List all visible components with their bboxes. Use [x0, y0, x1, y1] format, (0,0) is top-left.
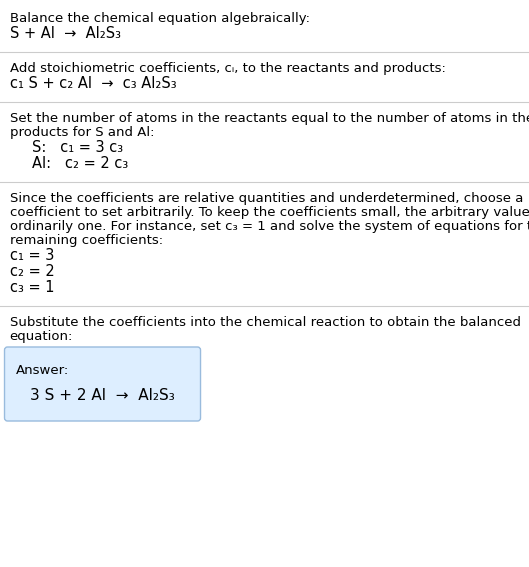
Text: S:   c₁ = 3 c₃: S: c₁ = 3 c₃ — [32, 140, 123, 155]
Text: c₁ S + c₂ Al  →  c₃ Al₂S₃: c₁ S + c₂ Al → c₃ Al₂S₃ — [10, 76, 176, 91]
Text: c₂ = 2: c₂ = 2 — [10, 264, 54, 279]
FancyBboxPatch shape — [5, 347, 200, 421]
Text: c₃ = 1: c₃ = 1 — [10, 280, 54, 295]
Text: S + Al  →  Al₂S₃: S + Al → Al₂S₃ — [10, 26, 121, 41]
Text: remaining coefficients:: remaining coefficients: — [10, 234, 162, 247]
Text: Set the number of atoms in the reactants equal to the number of atoms in the: Set the number of atoms in the reactants… — [10, 112, 529, 125]
Text: 3 S + 2 Al  →  Al₂S₃: 3 S + 2 Al → Al₂S₃ — [30, 388, 175, 404]
Text: c₁ = 3: c₁ = 3 — [10, 248, 54, 263]
Text: Al:   c₂ = 2 c₃: Al: c₂ = 2 c₃ — [32, 156, 128, 171]
Text: Substitute the coefficients into the chemical reaction to obtain the balanced: Substitute the coefficients into the che… — [10, 316, 521, 329]
Text: ordinarily one. For instance, set c₃ = 1 and solve the system of equations for t: ordinarily one. For instance, set c₃ = 1… — [10, 220, 529, 233]
Text: equation:: equation: — [10, 330, 73, 343]
Text: Answer:: Answer: — [15, 364, 69, 377]
Text: Since the coefficients are relative quantities and underdetermined, choose a: Since the coefficients are relative quan… — [10, 192, 523, 205]
Text: coefficient to set arbitrarily. To keep the coefficients small, the arbitrary va: coefficient to set arbitrarily. To keep … — [10, 206, 529, 219]
Text: products for S and Al:: products for S and Al: — [10, 126, 154, 139]
Text: Balance the chemical equation algebraically:: Balance the chemical equation algebraica… — [10, 12, 309, 25]
Text: Add stoichiometric coefficients, cᵢ, to the reactants and products:: Add stoichiometric coefficients, cᵢ, to … — [10, 62, 445, 75]
